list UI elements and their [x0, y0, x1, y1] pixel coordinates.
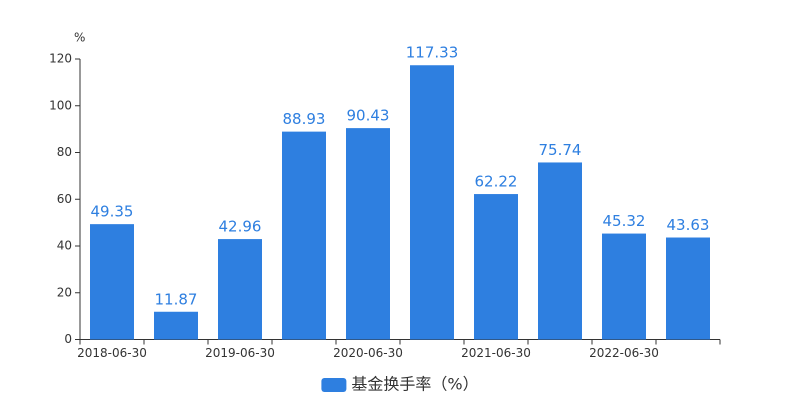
bar	[90, 224, 134, 340]
bar	[282, 131, 326, 340]
bar	[666, 237, 710, 340]
y-tick-label: 120	[49, 52, 72, 66]
data-label: 42.96	[219, 218, 262, 236]
y-tick-label: 40	[57, 239, 72, 253]
y-tick-label: 0	[64, 332, 72, 346]
data-label: 62.22	[475, 173, 518, 191]
y-tick-label: 60	[57, 192, 72, 206]
data-label: 11.87	[155, 290, 198, 308]
y-tick-label: 80	[57, 145, 72, 159]
bar	[154, 311, 198, 340]
legend-swatch	[321, 378, 347, 392]
bar	[474, 194, 518, 340]
data-label: 43.63	[667, 216, 710, 234]
x-tick-label: 2022-06-30	[589, 346, 659, 360]
data-label: 88.93	[283, 110, 326, 128]
bar	[602, 233, 646, 340]
x-tick-label: 2019-06-30	[205, 346, 275, 360]
y-tick-label: 20	[57, 285, 72, 299]
bar	[410, 65, 454, 340]
bar	[218, 239, 262, 340]
data-label: 75.74	[539, 141, 582, 159]
data-label: 90.43	[347, 107, 390, 125]
y-unit: %	[74, 31, 85, 45]
legend-label: 基金换手率（%）	[351, 375, 478, 394]
y-tick-label: 100	[49, 98, 72, 112]
x-tick-label: 2021-06-30	[461, 346, 531, 360]
x-tick-label: 2020-06-30	[333, 346, 403, 360]
bar	[346, 128, 390, 340]
data-label: 45.32	[603, 212, 646, 230]
x-tick-label: 2018-06-30	[77, 346, 147, 360]
data-label: 49.35	[91, 203, 134, 221]
bar	[538, 162, 582, 340]
data-label: 117.33	[406, 44, 459, 62]
